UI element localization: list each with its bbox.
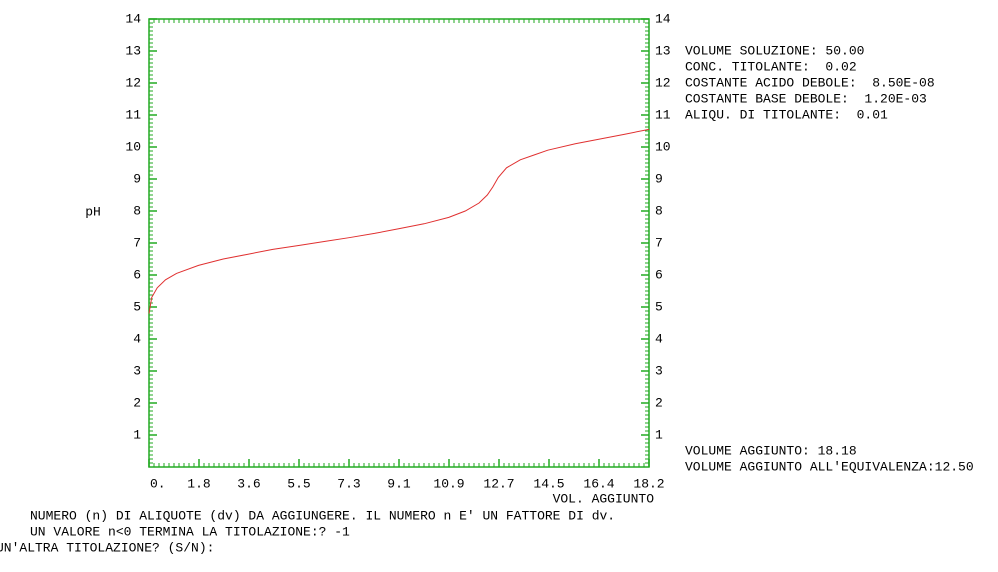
plot-frame [148, 18, 650, 468]
y-tick-label: 12 [125, 75, 141, 90]
y-tick-label: 8 [133, 203, 141, 218]
y2-tick-label: 14 [655, 11, 671, 26]
y-tick-label: 3 [133, 363, 141, 378]
minor-ticks [148, 19, 650, 23]
y-tick-label: 13 [125, 43, 141, 58]
info-line: COSTANTE ACIDO DEBOLE: 8.50E-08 [685, 75, 935, 90]
y-tick-label: 10 [125, 139, 141, 154]
x-tick-label: 16.4 [583, 476, 614, 491]
y2-tick-label: 5 [655, 299, 663, 314]
y2-tick-label: 13 [655, 43, 671, 58]
result-line: VOLUME AGGIUNTO: 18.18 [685, 443, 857, 458]
y2-tick-label: 10 [655, 139, 671, 154]
y-label: pH [85, 204, 101, 219]
y-tick-label: 1 [133, 427, 141, 442]
x-tick-label: 14.5 [533, 476, 564, 491]
x-tick-label: 10.9 [433, 476, 464, 491]
y2-tick-label: 4 [655, 331, 663, 346]
info-line: COSTANTE BASE DEBOLE: 1.20E-03 [685, 91, 927, 106]
y2-tick-label: 8 [655, 203, 663, 218]
info-line: VOLUME SOLUZIONE: 50.00 [685, 43, 864, 58]
y-tick-label: 4 [133, 331, 141, 346]
prompt-line: UN'ALTRA TITOLAZIONE? (S/N): [0, 540, 214, 555]
x-tick-label: 1.8 [187, 476, 210, 491]
x-tick-label: 18.2 [633, 476, 664, 491]
y2-tick-label: 12 [655, 75, 671, 90]
y-tick-label: 7 [133, 235, 141, 250]
x-tick-label: 7.3 [337, 476, 360, 491]
y2-tick-label: 2 [655, 395, 663, 410]
y2-tick-label: 11 [655, 107, 671, 122]
y-tick-label: 2 [133, 395, 141, 410]
prompt-line: NUMERO (n) DI ALIQUOTE (dv) DA AGGIUNGER… [30, 508, 615, 523]
y-tick-label: 5 [133, 299, 141, 314]
y2-tick-label: 9 [655, 171, 663, 186]
info-line: CONC. TITOLANTE: 0.02 [685, 59, 857, 74]
x-tick-label: 0. [150, 476, 166, 491]
y2-tick-label: 3 [655, 363, 663, 378]
info-line: ALIQU. DI TITOLANTE: 0.01 [685, 107, 888, 122]
result-line: VOLUME AGGIUNTO ALL'EQUIVALENZA:12.50 [685, 459, 974, 474]
y-tick-label: 14 [125, 11, 141, 26]
x-label: VOL. AGGIUNTO [553, 491, 655, 506]
x-tick-label: 5.5 [287, 476, 310, 491]
x-tick-label: 12.7 [483, 476, 514, 491]
y-tick-label: 11 [125, 107, 141, 122]
y2-tick-label: 7 [655, 235, 663, 250]
y2-tick-label: 6 [655, 267, 663, 282]
y-tick-label: 9 [133, 171, 141, 186]
y-tick-label: 6 [133, 267, 141, 282]
x-tick-label: 3.6 [237, 476, 260, 491]
ph-curve [148, 128, 650, 314]
y2-tick-label: 1 [655, 427, 663, 442]
prompt-line: UN VALORE n<0 TERMINA LA TITOLAZIONE:? -… [30, 524, 350, 539]
x-tick-label: 9.1 [387, 476, 411, 491]
